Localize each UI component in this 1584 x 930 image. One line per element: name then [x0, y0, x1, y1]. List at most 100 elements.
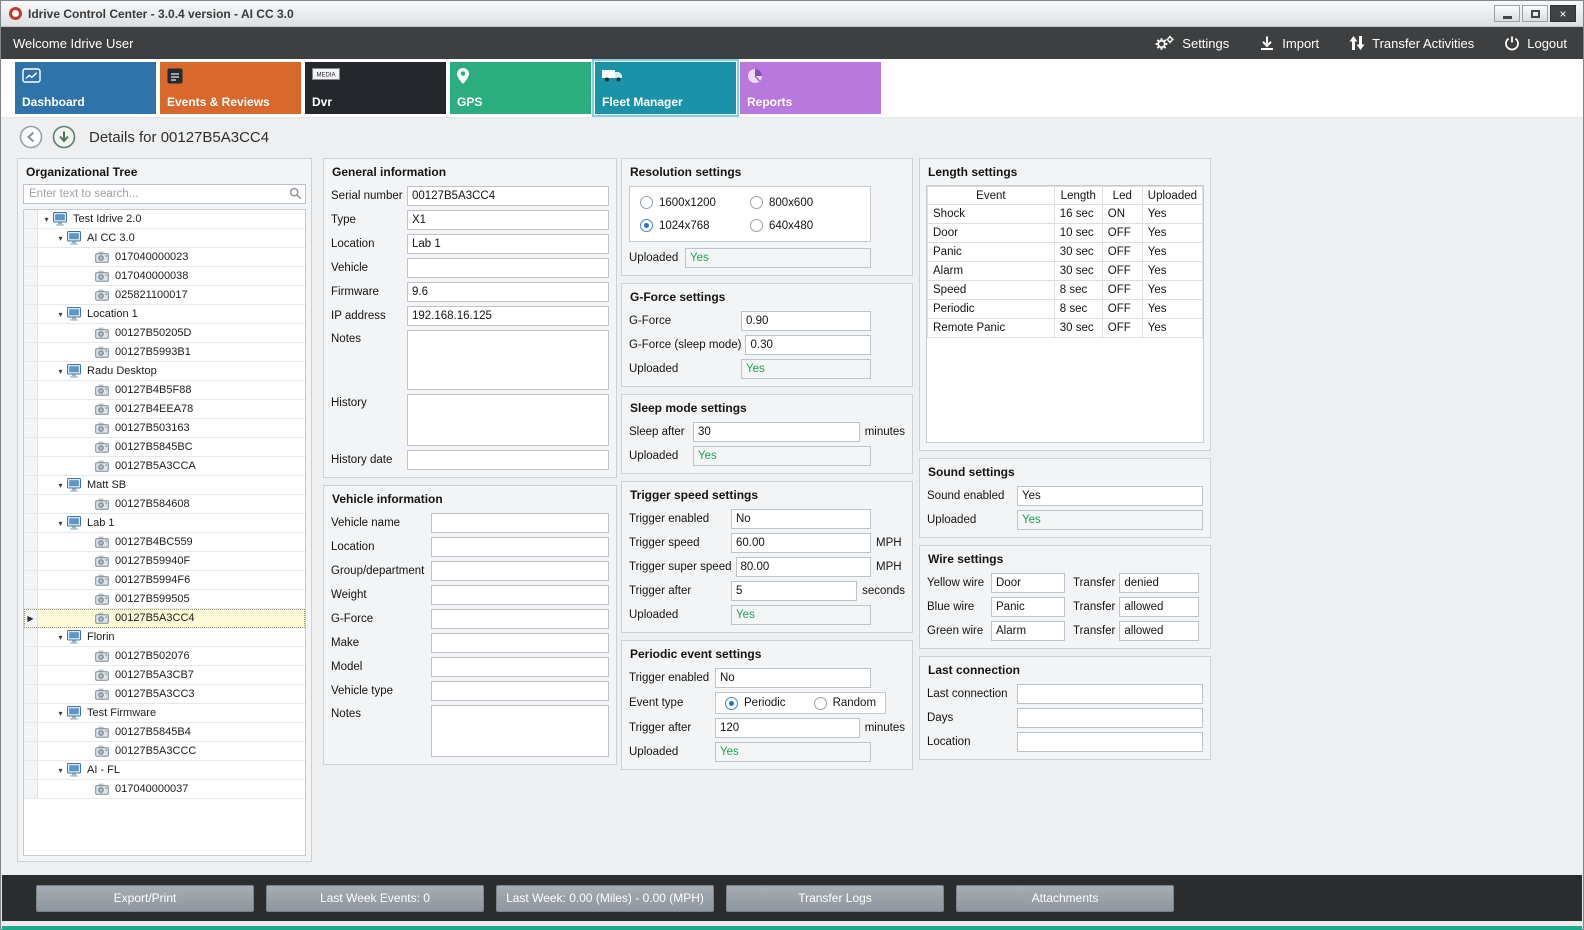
expander-icon[interactable]: ▾ [58, 480, 63, 490]
vehicle-name-field[interactable] [431, 513, 609, 533]
resolution-option-1024x768[interactable]: 1024x768 [640, 219, 750, 232]
tree-item-00127b5a3cc3[interactable]: 00127B5A3CC3 [24, 685, 305, 704]
logout-button[interactable]: Logout [1504, 35, 1567, 51]
yellow-wire-field[interactable] [991, 573, 1065, 593]
vehicle-location-field[interactable] [431, 537, 609, 557]
trigger-after-field[interactable] [731, 581, 858, 601]
column-header-length[interactable]: Length [1053, 186, 1103, 205]
gforce-field[interactable] [741, 311, 871, 331]
trigger-speed-uploaded-field[interactable] [731, 605, 871, 625]
tab-reports[interactable]: Reports [740, 62, 881, 114]
tree-item-matt-sb[interactable]: ▾ Matt SB [24, 476, 305, 495]
maximize-button[interactable] [1522, 5, 1548, 22]
export-print-button[interactable]: Export/Print [36, 884, 254, 912]
tree-item-00127b4b5f88[interactable]: 00127B4B5F88 [24, 381, 305, 400]
tree-item-ai-cc-3-0[interactable]: ▾ AI CC 3.0 [24, 229, 305, 248]
vehicle-field[interactable] [407, 258, 609, 278]
type-field[interactable] [407, 210, 609, 230]
trigger-speed-field[interactable] [731, 533, 871, 553]
transfer-activities-button[interactable]: Transfer Activities [1349, 35, 1474, 51]
tree-item-00127b4eea78[interactable]: 00127B4EEA78 [24, 400, 305, 419]
gforce-sleep-field[interactable] [745, 335, 871, 355]
tree-item-00127b503163[interactable]: 00127B503163 [24, 419, 305, 438]
close-button[interactable]: × [1550, 5, 1576, 22]
minimize-button[interactable] [1494, 5, 1520, 22]
column-header-uploaded[interactable]: Uploaded [1141, 186, 1203, 205]
history-date-field[interactable] [407, 450, 609, 470]
tree-item-00127b4bc559[interactable]: 00127B4BC559 [24, 533, 305, 552]
tree-item-radu-desktop[interactable]: ▾ Radu Desktop [24, 362, 305, 381]
history-field[interactable] [407, 394, 609, 446]
tree-item-00127b5a3cca[interactable]: 00127B5A3CCA [24, 457, 305, 476]
vehicle-notes-field[interactable] [431, 705, 609, 757]
expander-icon[interactable]: ▾ [58, 233, 63, 243]
tree-item-00127b5845b4[interactable]: 00127B5845B4 [24, 723, 305, 742]
length-row-speed[interactable]: Speed 8 sec OFF Yes [927, 280, 1203, 300]
import-button[interactable]: Import [1259, 35, 1319, 51]
periodic-trigger-after-field[interactable] [715, 718, 860, 738]
periodic-trigger-enabled-field[interactable] [715, 668, 871, 688]
tree-item-00127b599505[interactable]: 00127B599505 [24, 590, 305, 609]
make-field[interactable] [431, 633, 609, 653]
tree-item-00127b584608[interactable]: 00127B584608 [24, 495, 305, 514]
periodic-uploaded-field[interactable] [715, 742, 871, 762]
tree-item-00127b5994f6[interactable]: 00127B5994F6 [24, 571, 305, 590]
tab-gps[interactable]: GPS [450, 62, 591, 114]
tree-item-00127b50205d[interactable]: 00127B50205D [24, 324, 305, 343]
tab-fleet-manager[interactable]: Fleet Manager [592, 59, 739, 117]
scroll-down-button[interactable] [52, 125, 76, 149]
location-field[interactable] [407, 234, 609, 254]
last-week-events-button[interactable]: Last Week Events: 0 [266, 884, 484, 912]
resolution-option-1600x1200[interactable]: 1600x1200 [640, 196, 750, 209]
expander-icon[interactable]: ▾ [58, 366, 63, 376]
event-type-random[interactable]: Random [813, 696, 876, 710]
resolution-uploaded-field[interactable] [685, 248, 871, 268]
trigger-super-speed-field[interactable] [735, 557, 871, 577]
tree-item-00127b5a3cb7[interactable]: 00127B5A3CB7 [24, 666, 305, 685]
firmware-field[interactable] [407, 282, 609, 302]
tree-item-ai-fl[interactable]: ▾ AI - FL [24, 761, 305, 780]
settings-button[interactable]: Settings [1154, 35, 1229, 52]
sound-enabled-field[interactable] [1017, 486, 1203, 506]
tree-item-017040000037[interactable]: 017040000037 [24, 780, 305, 799]
tree-item-florin[interactable]: ▾ Florin [24, 628, 305, 647]
last-connection-field[interactable] [1017, 684, 1203, 704]
length-row-alarm[interactable]: Alarm 30 sec OFF Yes [927, 261, 1203, 281]
last-week-miles-button[interactable]: Last Week: 0.00 (Miles) - 0.00 (MPH) [496, 884, 714, 912]
sound-uploaded-field[interactable] [1017, 510, 1203, 530]
length-row-shock[interactable]: Shock 16 sec ON Yes [927, 204, 1203, 224]
length-row-remote-panic[interactable]: Remote Panic 30 sec OFF Yes [927, 318, 1203, 338]
gforce-uploaded-field[interactable] [741, 359, 871, 379]
event-type-periodic[interactable]: Periodic [725, 696, 786, 710]
expander-icon[interactable]: ▾ [44, 214, 49, 224]
expander-icon[interactable]: ▾ [58, 765, 63, 775]
tree-item-00127b5a3cc4[interactable]: ▶ 00127B5A3CC4 [24, 609, 305, 628]
serial-number-field[interactable] [407, 186, 609, 206]
attachments-button[interactable]: Attachments [956, 884, 1174, 912]
model-field[interactable] [431, 657, 609, 677]
search-icon[interactable] [289, 187, 302, 200]
ip-address-field[interactable] [407, 306, 609, 326]
sleep-uploaded-field[interactable] [693, 446, 871, 466]
tree-item-test-firmware[interactable]: ▾ Test Firmware [24, 704, 305, 723]
tree-item-00127b5993b1[interactable]: 00127B5993B1 [24, 343, 305, 362]
notes-field[interactable] [407, 330, 609, 390]
length-row-door[interactable]: Door 10 sec OFF Yes [927, 223, 1203, 243]
vehicle-gforce-field[interactable] [431, 609, 609, 629]
search-input[interactable] [23, 184, 306, 204]
green-wire-field[interactable] [991, 621, 1065, 641]
tab-dvr[interactable]: MEDIA Dvr [305, 62, 446, 114]
tree-item-00127b5845bc[interactable]: 00127B5845BC [24, 438, 305, 457]
vehicle-type-field[interactable] [431, 681, 609, 701]
column-header-led[interactable]: Led [1101, 186, 1143, 205]
expander-icon[interactable]: ▾ [58, 309, 63, 319]
sleep-after-field[interactable] [693, 422, 860, 442]
tree-item-025821100017[interactable]: 025821100017 [24, 286, 305, 305]
tree-item-00127b5a3ccc[interactable]: 00127B5A3CCC [24, 742, 305, 761]
tree-item-00127b502076[interactable]: 00127B502076 [24, 647, 305, 666]
expander-icon[interactable]: ▾ [58, 632, 63, 642]
tree-item-00127b59940f[interactable]: 00127B59940F [24, 552, 305, 571]
weight-field[interactable] [431, 585, 609, 605]
group-department-field[interactable] [431, 561, 609, 581]
length-row-periodic[interactable]: Periodic 8 sec OFF Yes [927, 299, 1203, 319]
